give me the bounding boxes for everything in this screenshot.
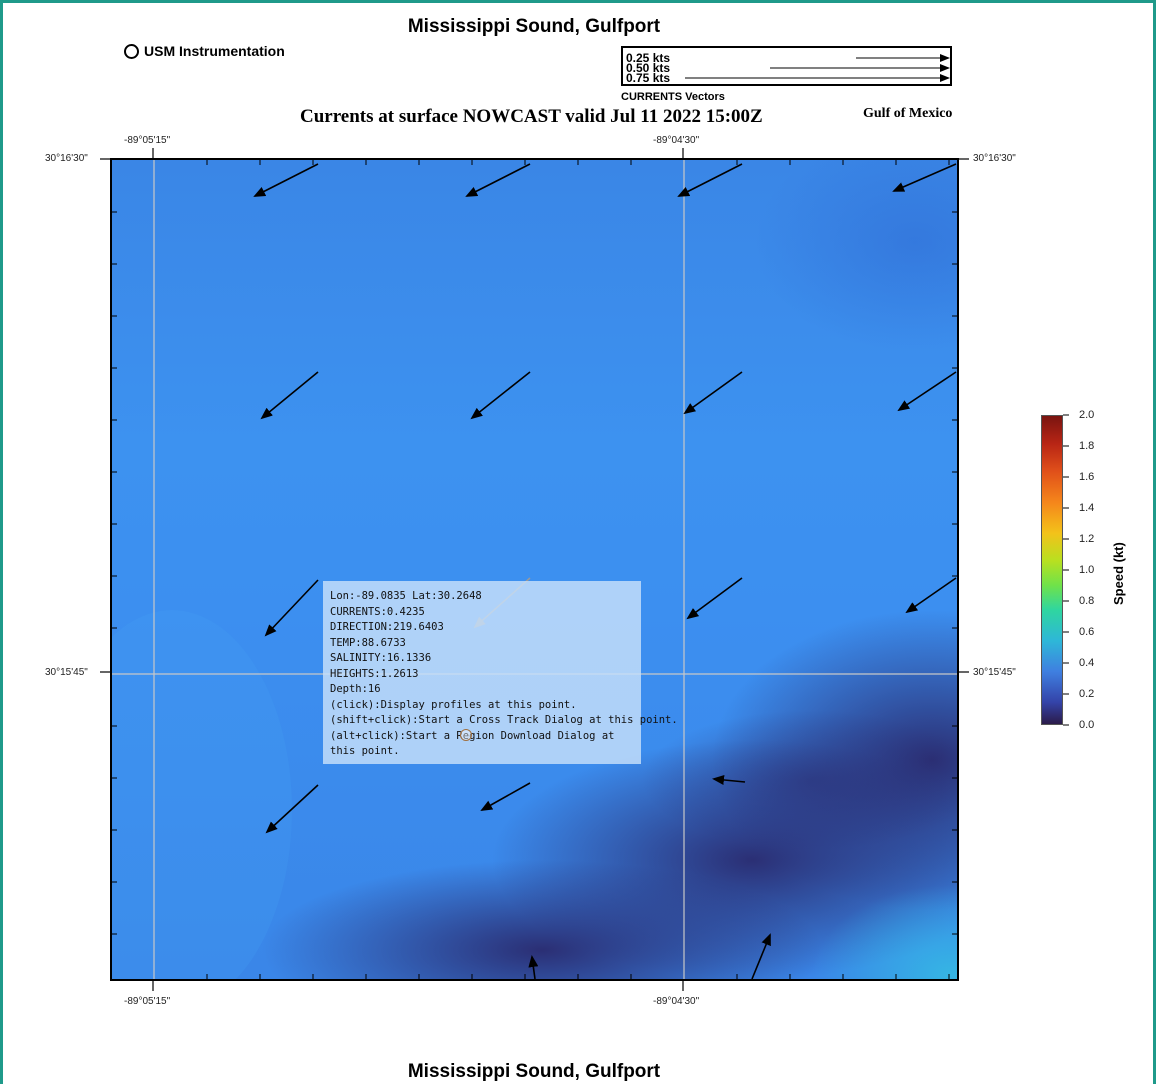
colorbar-tick-label: 1.8 — [1079, 440, 1095, 452]
colorbar-title: Speed (kt) — [1111, 542, 1126, 605]
vector-scale-arrows — [685, 54, 950, 82]
vector-scale-label-3: 0.75 kts — [626, 71, 671, 85]
vector-scale-legend: 0.25 kts 0.50 kts 0.75 kts — [621, 46, 952, 86]
colorbar-tick-label: 1.6 — [1079, 471, 1095, 483]
tooltip-salinity: SALINITY:16.1336 — [330, 652, 432, 664]
region-label: Gulf of Mexico — [863, 106, 953, 121]
colorbar-tick-label: 2.0 — [1079, 409, 1095, 421]
vector-scale-label-2: 0.50 kts — [626, 61, 671, 75]
colorbar-tick-label: 0.8 — [1079, 595, 1095, 607]
colorbar-tick-label: 0.0 — [1079, 719, 1095, 731]
lat-tick-right-1: 30°16'30" — [973, 153, 1016, 164]
lon-tick-bottom-2: -89°04'30" — [653, 996, 700, 1007]
lat-tick-left-2: 30°15'45" — [45, 667, 88, 678]
instrumentation-label: USM Instrumentation — [144, 43, 285, 59]
colorbar-tick-label: 1.2 — [1079, 533, 1095, 545]
tooltip-shift-click-hint: (shift+click):Start a Cross Track Dialog… — [330, 714, 678, 726]
colorbar-tick-label: 1.0 — [1079, 564, 1095, 576]
colorbar-tick-label: 0.2 — [1079, 688, 1095, 700]
vector-legend-caption: CURRENTS Vectors — [621, 91, 725, 103]
tooltip-temp: TEMP:88.6733 — [330, 636, 406, 649]
vector-scale-label-1: 0.25 kts — [626, 51, 671, 65]
current-vectors — [253, 163, 957, 979]
lon-tick-top-2: -89°04'30" — [653, 135, 700, 146]
tooltip-depth: Depth:16 — [330, 683, 381, 695]
tooltip-alt-click-hint: (alt+click):Start a Region Download Dial… — [330, 729, 615, 758]
lat-tick-right-2: 30°15'45" — [973, 667, 1016, 678]
tooltip-currents: CURRENTS:0.4235 — [330, 605, 425, 618]
colorbar-ticks — [1063, 414, 1069, 726]
mouse-cursor-icon — [460, 729, 472, 741]
lon-tick-bottom-1: -89°05'15" — [124, 996, 171, 1007]
page-title: Mississippi Sound, Gulfport — [407, 16, 661, 37]
colorbar-tick-label: 0.6 — [1079, 626, 1095, 638]
lat-tick-left-1: 30°16'30" — [45, 153, 88, 164]
axis-ticks — [100, 148, 969, 991]
tooltip-direction: DIRECTION:219.6403 — [330, 621, 444, 633]
forecast-subtitle: Currents at surface NOWCAST valid Jul 11… — [300, 106, 763, 127]
instrument-marker-icon — [124, 43, 139, 59]
tooltip-position: Lon:-89.0835 Lat:30.2648 — [330, 590, 482, 602]
tooltip-click-hint: (click):Display profiles at this point. — [330, 698, 577, 711]
colorbar-tick-label: 1.4 — [1079, 502, 1095, 514]
point-info-tooltip: Lon:-89.0835 Lat:30.2648 CURRENTS:0.4235… — [323, 581, 678, 764]
colorbar-tick-label: 0.4 — [1079, 657, 1095, 669]
bottom-title: Mississippi Sound, Gulfport — [407, 1061, 661, 1082]
current-speed-map[interactable] — [110, 158, 959, 981]
instrumentation-legend[interactable]: USM Instrumentation — [124, 43, 285, 59]
tooltip-heights: HEIGHTS:1.2613 — [330, 667, 419, 680]
map-overlay[interactable] — [112, 160, 957, 979]
lon-tick-top-1: -89°05'15" — [124, 135, 171, 146]
speed-colorbar — [1041, 415, 1063, 725]
